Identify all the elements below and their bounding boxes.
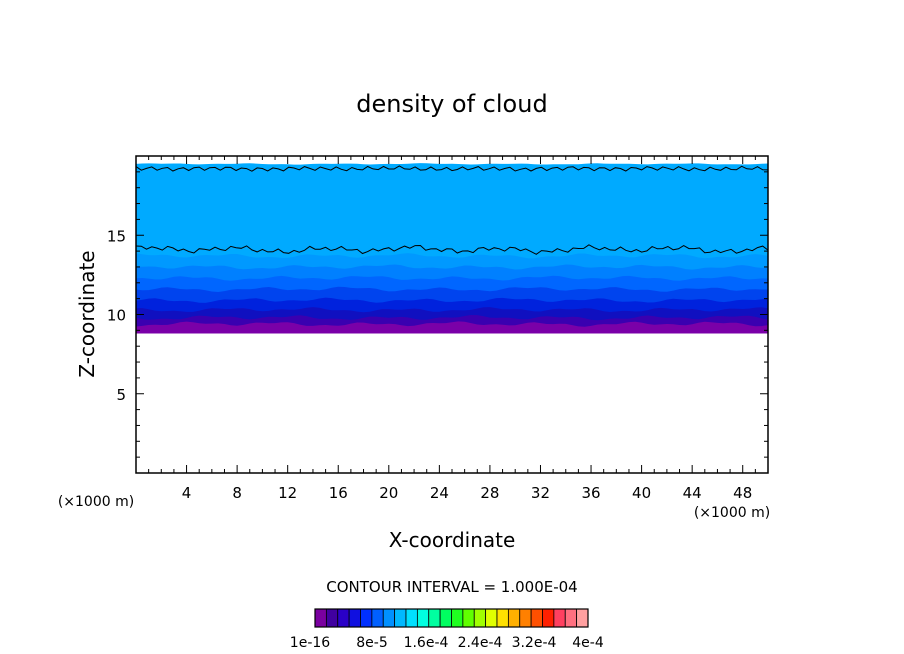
x-axis-label: X-coordinate	[389, 528, 516, 552]
chart-title: density of cloud	[356, 90, 547, 118]
x-tick-label: 4	[182, 484, 192, 502]
colorbar-cell	[462, 608, 475, 628]
colorbar-cell	[553, 608, 566, 628]
x-axis	[148, 156, 756, 473]
colorbar-cell	[439, 608, 452, 628]
x-tick-label: 28	[480, 484, 499, 502]
colorbar-cell	[564, 608, 578, 628]
colorbar-label: 8e-5	[356, 635, 387, 651]
colorbar-cell	[394, 608, 407, 628]
colorbar-cell	[371, 608, 384, 628]
x-tick-label: 36	[581, 484, 600, 502]
colorbar-cell	[519, 608, 532, 628]
colorbar-label: 1e-16	[290, 635, 330, 651]
contour-interval: CONTOUR INTERVAL = 1.000E-04	[326, 578, 577, 596]
colorbar-cell	[428, 608, 441, 628]
y-axis	[136, 171, 768, 458]
x-tick-label: 32	[531, 484, 550, 502]
contour-line-upper	[135, 165, 769, 172]
colorbar-cell	[314, 608, 327, 628]
colorbar-cell	[507, 608, 521, 628]
x-tick-label: 40	[632, 484, 651, 502]
colorbar-cell	[416, 608, 430, 628]
colorbar-cell	[485, 608, 498, 628]
x-tick-label: 48	[733, 484, 752, 502]
colorbar-cell	[542, 608, 555, 628]
x-unit-right: (×1000 m)	[694, 505, 770, 521]
colorbar-cell	[360, 608, 373, 628]
colorbar-cell	[325, 608, 339, 628]
x-tick-label: 44	[683, 484, 702, 502]
contour-bands	[136, 163, 768, 334]
colorbar-cell	[530, 608, 543, 628]
y-tick-label: 15	[107, 227, 126, 245]
colorbar-cell	[337, 608, 350, 628]
colorbar-cell	[576, 608, 589, 628]
colorbar-cell	[451, 608, 464, 628]
colorbar-cell	[473, 608, 487, 628]
x-tick-label: 16	[329, 484, 348, 502]
colorbar-label: 2.4e-4	[458, 635, 503, 651]
colorbar-frame	[314, 608, 589, 628]
x-tick-label: 8	[232, 484, 242, 502]
colorbar-cell	[382, 608, 396, 628]
colorbar-cell	[496, 608, 509, 628]
colorbar-label: 4e-4	[572, 635, 604, 651]
x-tick-label: 12	[278, 484, 297, 502]
contour-line-lower	[135, 244, 769, 255]
x-tick-label: 20	[379, 484, 398, 502]
x-unit-left: (×1000 m)	[58, 494, 134, 510]
colorbar	[314, 608, 589, 628]
contour-band	[136, 321, 768, 334]
colorbar-label: 1.6e-4	[404, 635, 449, 651]
colorbar-cell	[405, 608, 418, 628]
y-axis-label: Z-coordinate	[75, 250, 99, 377]
colorbar-cell	[348, 608, 361, 628]
colorbar-label: 3.2e-4	[512, 635, 557, 651]
y-tick-label: 5	[116, 386, 126, 404]
y-tick-label: 10	[107, 307, 126, 325]
x-tick-label: 24	[430, 484, 449, 502]
